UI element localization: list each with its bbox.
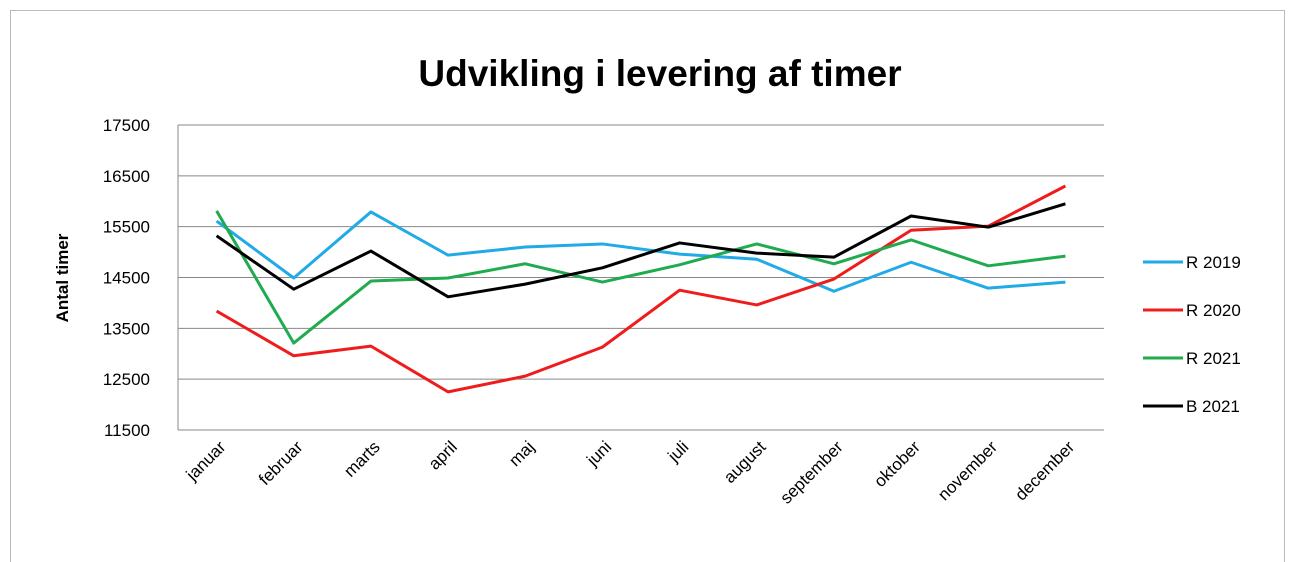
- y-tick-label: 14500: [103, 269, 150, 288]
- legend-label: R 2021: [1186, 349, 1241, 368]
- legend-label: B 2021: [1186, 397, 1240, 416]
- y-tick-label: 12500: [103, 370, 150, 389]
- legend-label: R 2019: [1186, 253, 1241, 272]
- chart-frame: [10, 10, 1285, 562]
- y-tick-label: 16500: [103, 167, 150, 186]
- y-tick-label: 15500: [103, 218, 150, 237]
- line-series: [215, 210, 1066, 293]
- line-series: [215, 210, 1066, 345]
- legend-label: R 2020: [1186, 301, 1241, 320]
- line-series: [215, 184, 1067, 394]
- y-tick-label: 17500: [103, 116, 150, 135]
- chart-title: Udvikling i levering af timer: [418, 53, 901, 94]
- line-series: [215, 202, 1066, 299]
- y-tick-label: 13500: [103, 319, 150, 338]
- y-axis-title: Antal timer: [53, 233, 72, 322]
- y-tick-label: 11500: [104, 421, 150, 440]
